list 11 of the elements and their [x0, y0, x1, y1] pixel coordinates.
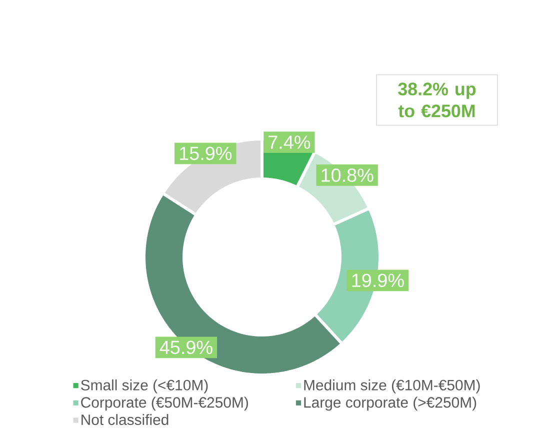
legend-label: Large corporate (>€250M) [304, 396, 476, 411]
legend-label: Medium size (€10M-€50M) [304, 379, 480, 394]
data-label: 45.9% [160, 340, 212, 354]
legend-label: Small size (<€10M) [81, 379, 208, 394]
legend-label: Not classified [82, 414, 168, 426]
legend-label: Corporate (€50M-€250M) [81, 396, 248, 411]
data-label: 15.9% [180, 146, 232, 160]
data-label: 7.4% [268, 136, 310, 149]
data-label: 19.9% [352, 274, 404, 288]
data-label: 10.8% [322, 168, 374, 182]
text: 38.2% up to €250M [398, 82, 476, 118]
